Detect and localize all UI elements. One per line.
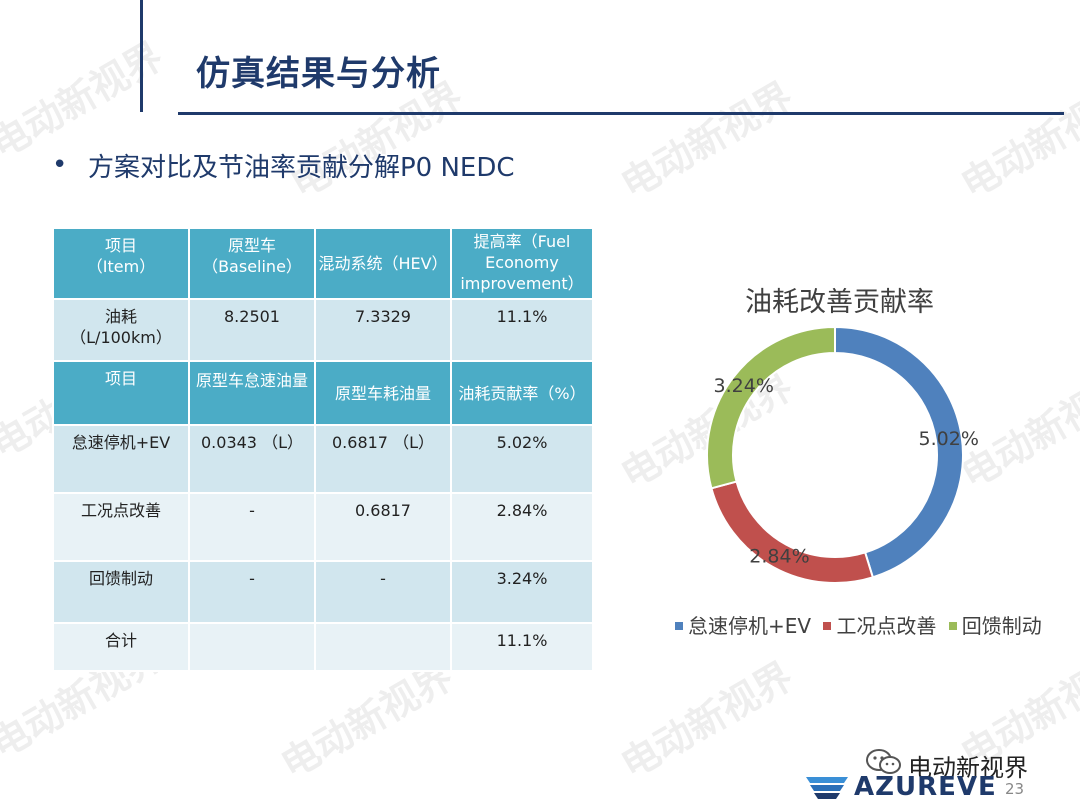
cell-line: （Item） [86, 257, 156, 276]
table-cell: 5.02% [450, 424, 594, 494]
legend-label: 怠速停机+EV [688, 614, 812, 638]
table-cell: 0.0343 （L） [188, 424, 316, 494]
bullet: • [52, 150, 68, 180]
table-row: 工况点改善 - 0.6817 2.84% [52, 492, 594, 562]
legend-label: 工况点改善 [836, 614, 937, 638]
table-cell [314, 622, 452, 672]
legend-swatch [675, 621, 683, 630]
donut-slice [834, 325, 964, 579]
comparison-table: 项目 （Item） 原型车 （Baseline） 混动系统（HEV） 提高率（F… [52, 227, 594, 672]
page-number: 23 [1005, 780, 1025, 798]
donut-chart: 5.02% 2.84% 3.24% [706, 325, 979, 584]
table-cell: 原型车 （Baseline） [188, 227, 316, 300]
table-cell: 工况点改善 [52, 492, 190, 562]
table-cell: 0.6817 [314, 492, 452, 562]
azureve-logo-icon [806, 777, 848, 799]
table-cell: 怠速停机+EV [52, 424, 190, 494]
table-cell: 11.1% [450, 298, 594, 362]
cell-line: （Baseline） [202, 257, 302, 276]
legend-item: 工况点改善 [823, 610, 936, 639]
table-cell: 油耗 （L/100km） [52, 298, 190, 362]
table-cell: 混动系统（HEV） [314, 227, 452, 300]
table-cell: 0.6817 （L） [314, 424, 452, 494]
legend-swatch [823, 621, 832, 630]
watermark: 电动新视界 [613, 73, 801, 208]
table-cell: 7.3329 [314, 298, 452, 362]
cell-line: 项目 [104, 236, 137, 255]
donut-slice [706, 325, 836, 490]
data-label: 2.84% [749, 546, 809, 568]
table-row: 合计 11.1% [52, 622, 594, 672]
legend-label: 回馈制动 [961, 614, 1042, 638]
table-row: 项目 （Item） 原型车 （Baseline） 混动系统（HEV） 提高率（F… [52, 227, 594, 300]
legend-swatch [948, 621, 957, 630]
section-subtitle: 方案对比及节油率贡献分解P0 NEDC [88, 153, 515, 183]
chart-title: 油耗改善贡献率 [745, 287, 934, 318]
cell-line: 原型车 [227, 236, 276, 255]
data-label: 3.24% [714, 375, 774, 397]
page-title: 仿真结果与分析 [196, 54, 441, 94]
table-cell: 提高率（Fuel Economy improvement） [450, 227, 594, 300]
legend-item: 怠速停机+EV [675, 610, 811, 639]
table-cell: 原型车怠速油量 [188, 360, 316, 426]
table-cell: 合计 [52, 622, 190, 672]
chart-legend: 怠速停机+EV 工况点改善 回馈制动 [675, 610, 1048, 639]
brand-logo-text: AZUREVE [854, 772, 997, 802]
table-row: 项目 原型车怠速油量 原型车耗油量 油耗贡献率（%） [52, 360, 594, 426]
table-cell: 3.24% [450, 560, 594, 624]
table-cell [188, 622, 316, 672]
data-label: 5.02% [919, 428, 979, 450]
table-row: 回馈制动 - - 3.24% [52, 560, 594, 624]
table-cell: 项目 [52, 360, 190, 426]
table-cell: 2.84% [450, 492, 594, 562]
donut-slice [710, 480, 875, 584]
legend-item: 回馈制动 [948, 610, 1042, 639]
title-accent-bar [140, 0, 143, 112]
table-cell: 回馈制动 [52, 560, 190, 624]
watermark: 电动新视界 [613, 653, 801, 788]
table-row: 油耗 （L/100km） 8.2501 7.3329 11.1% [52, 298, 594, 362]
wechat-account-name: 电动新视界 [908, 754, 1028, 782]
table-cell: 项目 （Item） [52, 227, 190, 300]
table-cell: - [188, 492, 316, 562]
table-cell: 原型车耗油量 [314, 360, 452, 426]
table-cell: - [314, 560, 452, 624]
watermark: 电动新视界 [953, 73, 1080, 208]
cell-line: （L/100km） [70, 328, 172, 347]
table-cell: - [188, 560, 316, 624]
cell-line: 油耗 [104, 307, 137, 326]
table-cell: 8.2501 [188, 298, 316, 362]
table-row: 怠速停机+EV 0.0343 （L） 0.6817 （L） 5.02% [52, 424, 594, 494]
table-cell: 11.1% [450, 622, 594, 672]
wechat-icon [866, 749, 901, 774]
table-cell: 油耗贡献率（%） [450, 360, 594, 426]
title-underline [178, 112, 1064, 115]
